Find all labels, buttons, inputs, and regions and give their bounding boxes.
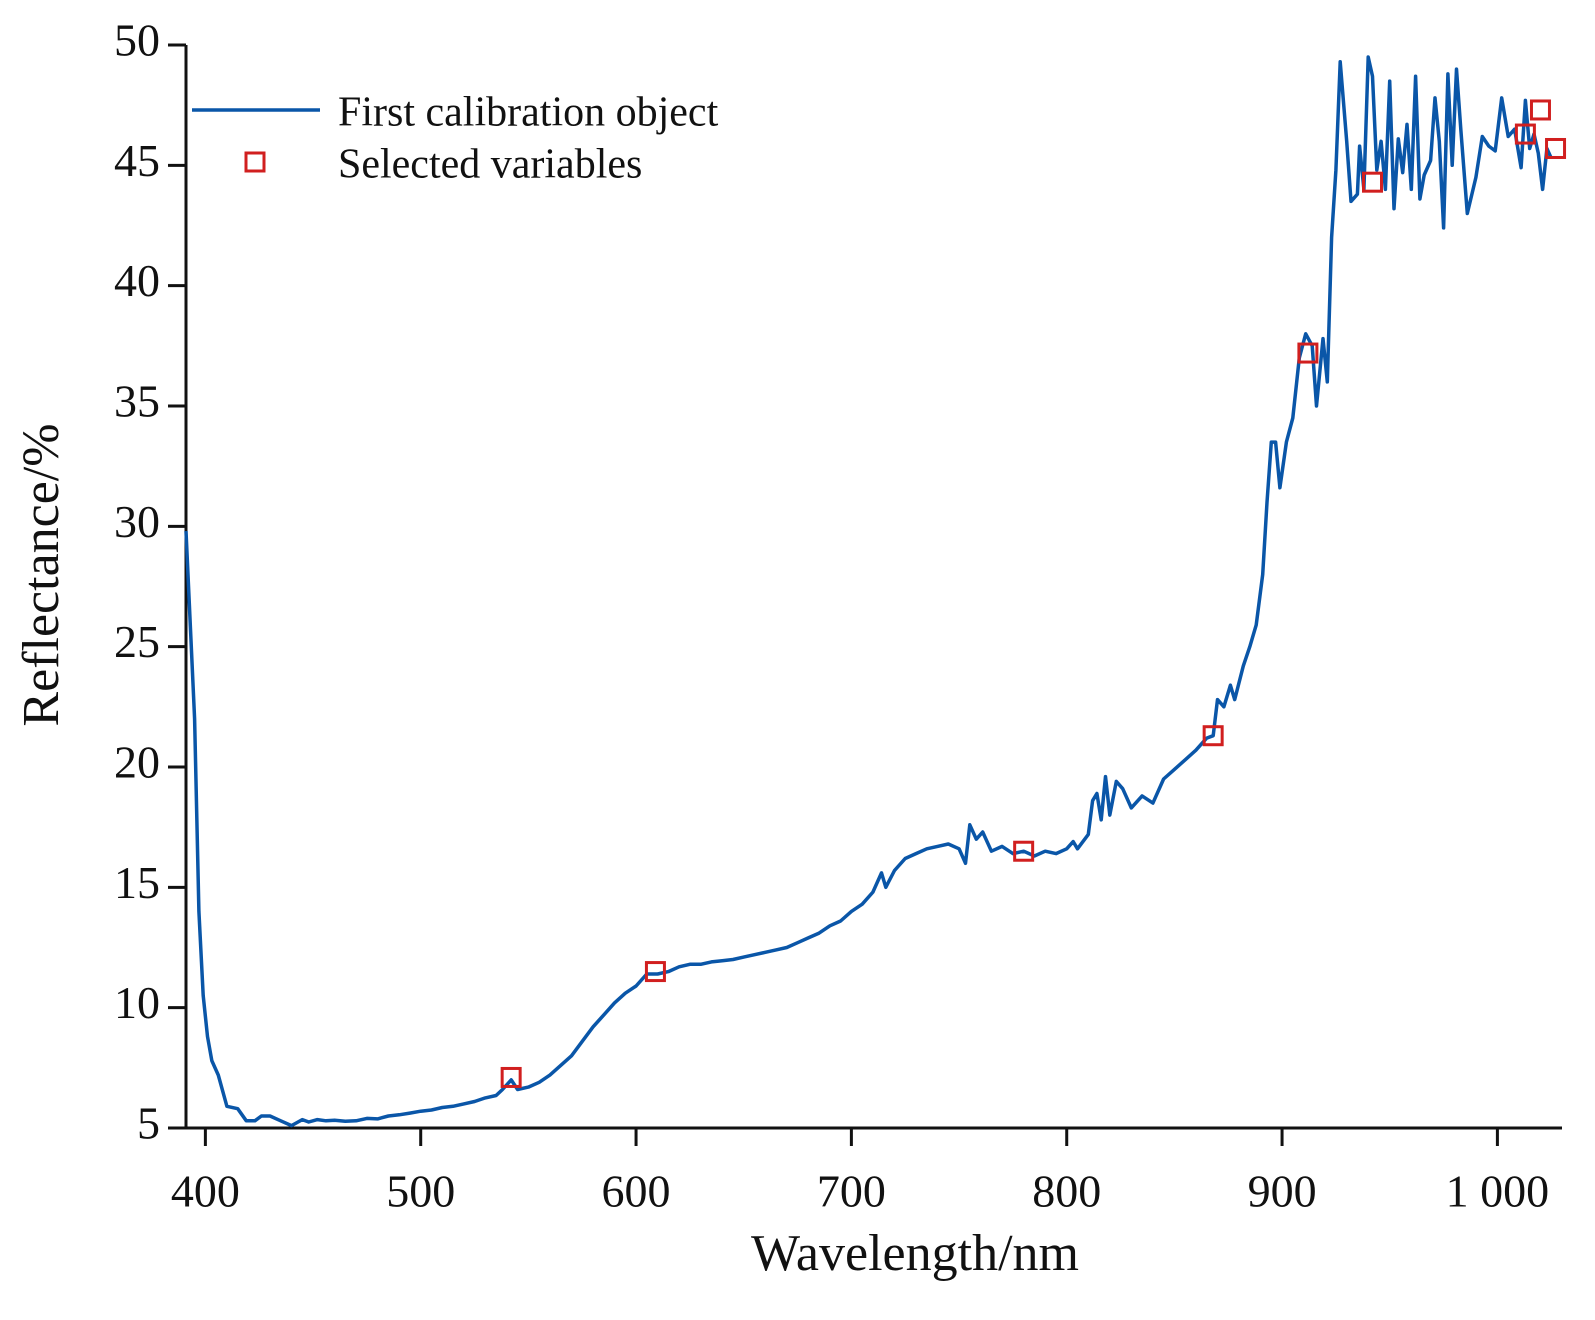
x-tick-label: 500 bbox=[386, 1166, 455, 1217]
x-tick-label: 600 bbox=[602, 1166, 671, 1217]
y-tick-label: 20 bbox=[114, 737, 160, 788]
legend-marker bbox=[244, 151, 266, 173]
marker bbox=[1362, 171, 1384, 193]
y-tick-label: 10 bbox=[114, 977, 160, 1028]
marker bbox=[1514, 123, 1536, 145]
x-axis-label: Wavelength/nm bbox=[751, 1225, 1079, 1282]
y-tick-label: 30 bbox=[114, 496, 160, 547]
marker bbox=[644, 961, 666, 983]
x-tick-label: 900 bbox=[1248, 1166, 1317, 1217]
marker bbox=[500, 1066, 522, 1088]
legend-label: Selected variables bbox=[338, 142, 642, 188]
y-tick-label: 35 bbox=[114, 376, 160, 427]
x-tick-label: 400 bbox=[171, 1166, 240, 1217]
x-tick-label: 800 bbox=[1032, 1166, 1101, 1217]
y-tick-label: 50 bbox=[114, 15, 160, 66]
legend-label: First calibration object bbox=[338, 90, 719, 136]
marker bbox=[1297, 342, 1319, 364]
y-tick-label: 45 bbox=[114, 135, 160, 186]
line bbox=[184, 55, 1553, 1128]
marker bbox=[1202, 725, 1224, 747]
y-axis-label: Reflectance/% bbox=[13, 423, 70, 726]
x-tick-label: 1 000 bbox=[1446, 1166, 1550, 1217]
marker bbox=[1013, 840, 1035, 862]
y-tick-label: 25 bbox=[114, 616, 160, 667]
y-tick-label: 15 bbox=[114, 857, 160, 908]
y-tick-label: 40 bbox=[114, 255, 160, 306]
marker bbox=[1529, 99, 1551, 121]
marker bbox=[1545, 137, 1567, 159]
y-tick-label: 5 bbox=[137, 1098, 160, 1149]
x-tick-label: 700 bbox=[817, 1166, 886, 1217]
